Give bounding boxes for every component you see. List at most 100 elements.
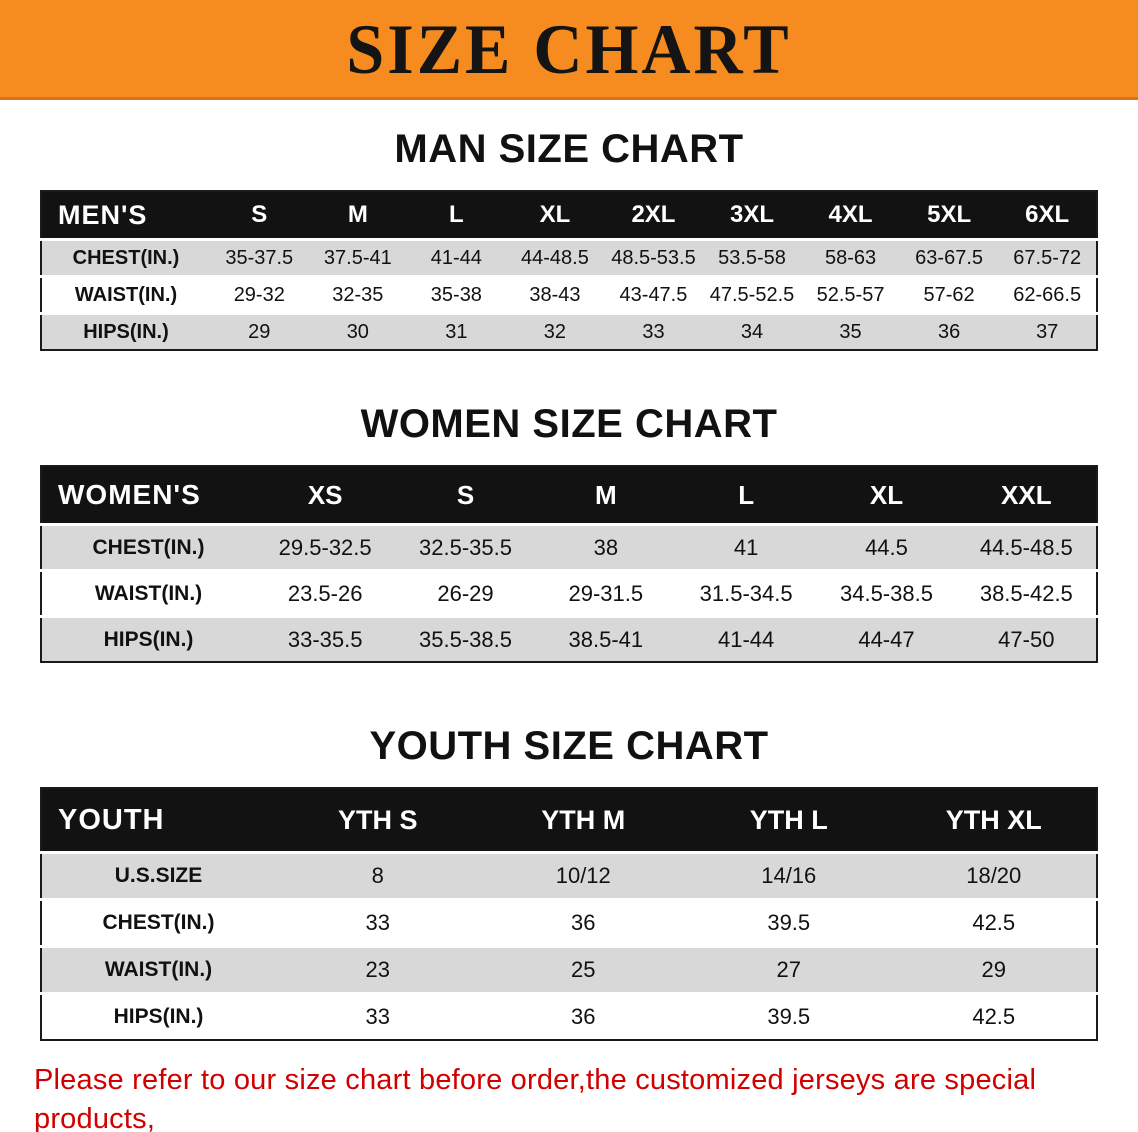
measurement-value: 52.5-57: [801, 275, 900, 314]
measurement-value: 48.5-53.5: [604, 238, 703, 277]
youth-size-table: YOUTH YTH S YTH M YTH L YTH XL U.S.SIZE 8 10/12…: [40, 787, 1098, 1041]
measurement-value: 26-29: [395, 569, 536, 617]
measurement-label: HIPS(IN.): [41, 615, 255, 662]
measurement-row: HIPS(IN.) 33 36 39.5 42.5: [41, 992, 1097, 1040]
measurement-value: 29-31.5: [535, 569, 676, 617]
page-title: SIZE CHART: [346, 8, 792, 89]
measurement-row: WAIST(IN.) 23 25 27 29: [41, 945, 1097, 994]
measurement-value: 32: [505, 312, 605, 350]
measurement-value: 36: [480, 992, 686, 1040]
measurement-value: 38.5-41: [535, 615, 676, 662]
measurement-row: HIPS(IN.) 33-35.5 35.5-38.5 38.5-41 41-44 44-…: [41, 615, 1097, 662]
measurement-value: 38-43: [505, 275, 605, 314]
size-column-header: XL: [816, 466, 957, 525]
size-column-header: YTH L: [686, 788, 892, 853]
size-column-header: S: [395, 466, 536, 525]
measurement-value: 34: [702, 312, 802, 350]
measurement-value: 38.5-42.5: [956, 569, 1097, 617]
table-header-row: YOUTH YTH S YTH M YTH L YTH XL: [41, 788, 1097, 853]
measurement-value: 42.5: [891, 898, 1097, 947]
measurement-value: 43-47.5: [604, 275, 703, 314]
measurement-value: 33: [604, 312, 703, 350]
measurement-row: U.S.SIZE 8 10/12 14/16 18/20: [41, 851, 1097, 900]
measurement-value: 38: [535, 523, 676, 571]
size-column-header: 3XL: [702, 191, 802, 240]
measurement-label: WAIST(IN.): [41, 569, 255, 617]
size-column-header: L: [675, 466, 817, 525]
measurement-value: 39.5: [686, 992, 892, 1040]
measurement-value: 67.5-72: [998, 238, 1097, 277]
measurement-label: U.S.SIZE: [41, 851, 275, 900]
measurement-value: 37: [998, 312, 1097, 350]
size-column-header: XS: [255, 466, 396, 525]
measurement-value: 42.5: [891, 992, 1097, 1040]
measurement-value: 10/12: [480, 851, 686, 900]
measurement-value: 53.5-58: [702, 238, 802, 277]
measurement-value: 29: [210, 312, 309, 350]
measurement-row: CHEST(IN.) 35-37.5 37.5-41 41-44 44-48.5 48.5…: [41, 238, 1097, 277]
size-column-header: YTH XL: [891, 788, 1097, 853]
measurement-value: 47.5-52.5: [702, 275, 802, 314]
youth-size-chart-heading: YOUTH SIZE CHART: [369, 724, 769, 768]
measurement-value: 33: [275, 898, 481, 947]
size-column-header: 5XL: [899, 191, 999, 240]
measurement-value: 62-66.5: [998, 275, 1097, 314]
measurement-value: 35: [801, 312, 900, 350]
measurement-value: 58-63: [801, 238, 900, 277]
size-column-header: 4XL: [801, 191, 900, 240]
table-header-row: MEN'S S M L XL 2XL 3XL 4XL 5XL 6XL: [41, 191, 1097, 240]
measurement-value: 34.5-38.5: [816, 569, 957, 617]
measurement-value: 25: [480, 945, 686, 994]
womens-size-table: WOMEN'S XS S M L XL XXL CHEST(IN.) 29.5-32.5 32.5…: [40, 465, 1098, 663]
measurement-value: 35.5-38.5: [395, 615, 536, 662]
measurement-value: 27: [686, 945, 892, 994]
mens-size-table: MEN'S S M L XL 2XL 3XL 4XL 5XL 6XL CHEST(IN.) 35-37…: [40, 190, 1098, 351]
disclaimer-line-1: Please refer to our size chart before or…: [34, 1064, 1037, 1132]
measurement-value: 37.5-41: [308, 238, 408, 277]
table-corner-label: WOMEN'S: [41, 466, 255, 525]
measurement-value: 32.5-35.5: [395, 523, 536, 571]
measurement-value: 41: [675, 523, 817, 571]
measurement-value: 35-37.5: [210, 238, 309, 277]
order-disclaimer: Please refer to our size chart before or…: [0, 1061, 1138, 1132]
measurement-row: HIPS(IN.) 29 30 31 32 33 34 35 36 37: [41, 312, 1097, 350]
measurement-value: 39.5: [686, 898, 892, 947]
measurement-value: 35-38: [407, 275, 506, 314]
man-size-chart-heading: MAN SIZE CHART: [394, 127, 744, 171]
measurement-label: CHEST(IN.): [41, 238, 210, 277]
size-column-header: XL: [505, 191, 605, 240]
measurement-value: 8: [275, 851, 481, 900]
size-column-header: 2XL: [604, 191, 703, 240]
measurement-row: CHEST(IN.) 29.5-32.5 32.5-35.5 38 41 44.5 44.5…: [41, 523, 1097, 571]
measurement-value: 29.5-32.5: [255, 523, 396, 571]
table-corner-label: MEN'S: [41, 191, 210, 240]
measurement-value: 31: [407, 312, 506, 350]
measurement-value: 44-47: [816, 615, 957, 662]
measurement-label: WAIST(IN.): [41, 945, 275, 994]
size-column-header: S: [210, 191, 309, 240]
measurement-value: 41-44: [407, 238, 506, 277]
table-header-row: WOMEN'S XS S M L XL XXL: [41, 466, 1097, 525]
measurement-row: WAIST(IN.) 23.5-26 26-29 29-31.5 31.5-34.5 34…: [41, 569, 1097, 617]
size-column-header: M: [308, 191, 408, 240]
table-corner-label: YOUTH: [41, 788, 275, 853]
measurement-value: 36: [899, 312, 999, 350]
measurement-value: 30: [308, 312, 408, 350]
measurement-value: 23: [275, 945, 481, 994]
measurement-value: 29: [891, 945, 1097, 994]
measurement-row: CHEST(IN.) 33 36 39.5 42.5: [41, 898, 1097, 947]
size-column-header: XXL: [956, 466, 1097, 525]
measurement-value: 41-44: [675, 615, 817, 662]
measurement-label: CHEST(IN.): [41, 523, 255, 571]
measurement-value: 31.5-34.5: [675, 569, 817, 617]
size-column-header: 6XL: [998, 191, 1097, 240]
measurement-label: HIPS(IN.): [41, 312, 210, 350]
measurement-value: 63-67.5: [899, 238, 999, 277]
measurement-value: 33-35.5: [255, 615, 396, 662]
size-column-header: YTH S: [275, 788, 481, 853]
measurement-value: 14/16: [686, 851, 892, 900]
measurement-value: 29-32: [210, 275, 309, 314]
measurement-value: 36: [480, 898, 686, 947]
measurement-value: 33: [275, 992, 481, 1040]
